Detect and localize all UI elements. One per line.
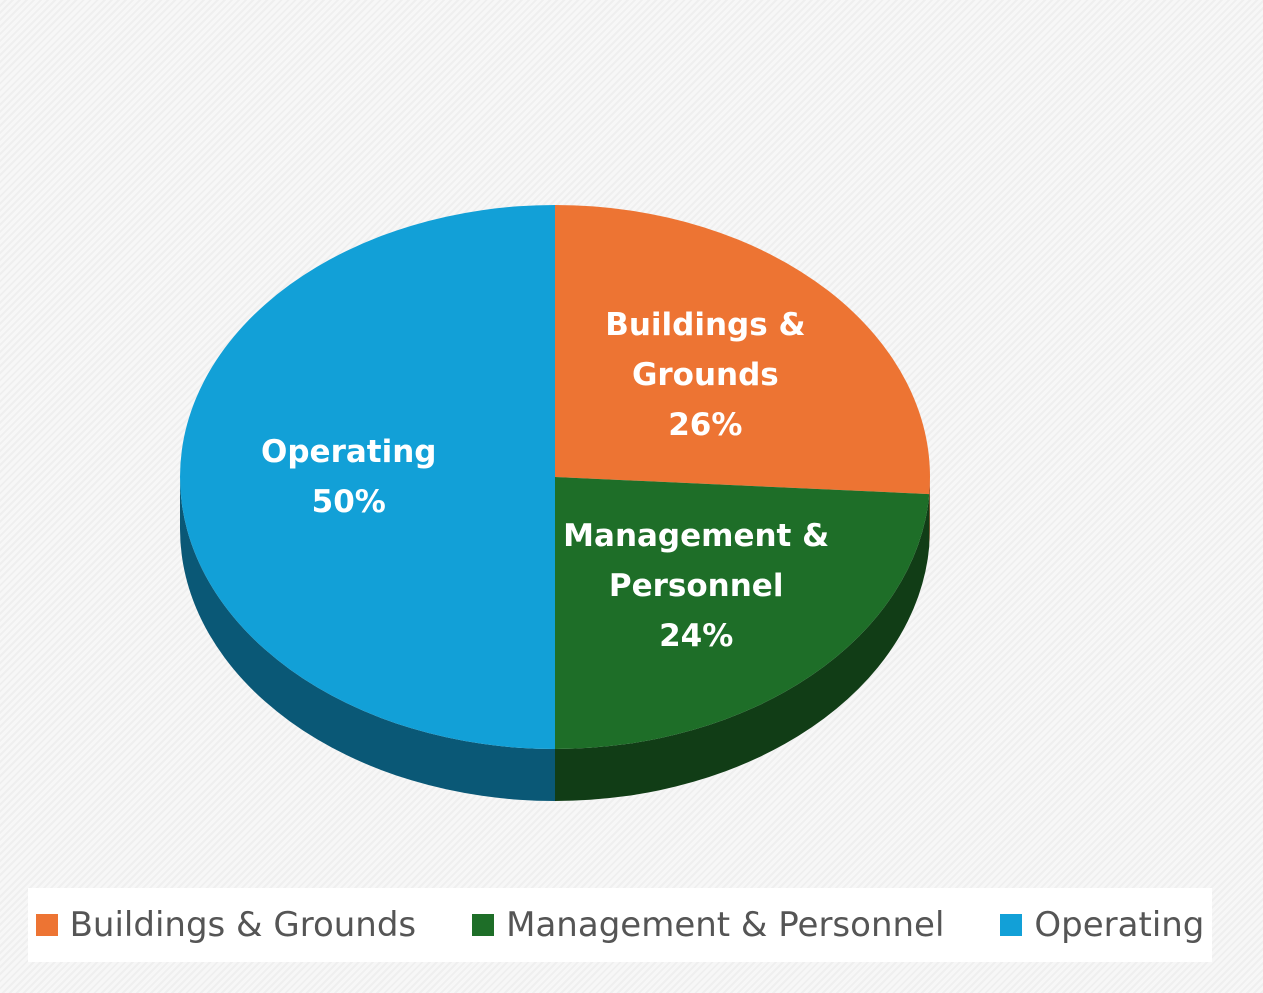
label-name: Buildings & Grounds: [605, 306, 806, 393]
data-label: Management & Personnel 24%: [546, 511, 846, 661]
legend-item: Operating: [1000, 905, 1204, 945]
slice: [555, 477, 930, 749]
legend-swatch: [35, 914, 58, 936]
legend-label: Buildings & Grounds: [69, 905, 417, 945]
chart: [180, 205, 931, 801]
legend-swatch: [1000, 914, 1023, 936]
slice-side: [180, 477, 555, 801]
slice: [180, 205, 555, 749]
data-label: Operating 50%: [199, 427, 499, 527]
legend-swatch: [472, 914, 495, 936]
legend: Buildings & Grounds Management & Personne…: [28, 888, 1212, 962]
label-value: 50%: [311, 484, 386, 520]
legend-item: Management & Personnel: [472, 905, 944, 945]
label-value: 26%: [668, 406, 743, 443]
legend-label: Management & Personnel: [506, 905, 945, 945]
slice-side: [555, 494, 930, 801]
slice: [555, 205, 930, 495]
data-label: Buildings & Grounds 26%: [555, 300, 855, 450]
legend-label: Operating: [1034, 905, 1205, 945]
legend-item: Buildings & Grounds: [35, 905, 417, 945]
label-name: Operating: [261, 434, 437, 470]
label-value: 24%: [659, 618, 734, 655]
slice-side: [929, 477, 931, 547]
label-name: Management & Personnel: [563, 518, 830, 605]
